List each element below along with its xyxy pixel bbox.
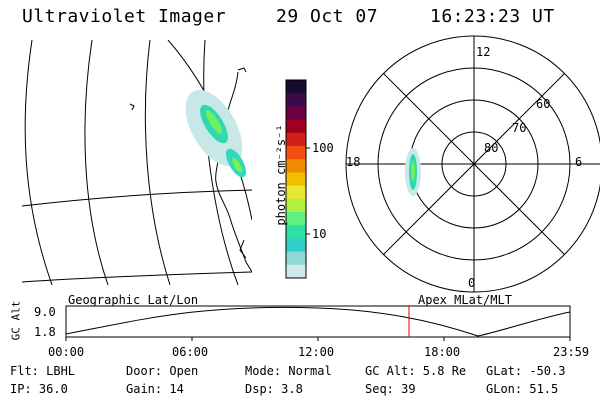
colorbar-segment: [286, 159, 306, 173]
gc-alt-status: GC Alt: 5.8 Re: [365, 364, 467, 378]
gain-status: Gain: 14: [126, 382, 184, 396]
colorbar-segment: [286, 106, 306, 121]
mlt-label-18: 18: [346, 155, 361, 169]
instrument-title: Ultraviolet Imager: [22, 6, 227, 27]
mlt-label-12: 12: [476, 45, 491, 59]
colorbar-segment: [286, 80, 306, 94]
colorbar-segment: [286, 251, 306, 266]
filter-status: Flt: LBHL: [10, 364, 76, 378]
colorbar-segment: [286, 172, 306, 187]
colorbar-segment: [286, 119, 306, 134]
glat-status: GLat: -50.3: [486, 364, 566, 378]
colorbar: [286, 80, 306, 279]
time-tick-2: 12:00: [298, 345, 335, 359]
lat-label-70: 70: [512, 121, 527, 135]
colorbar-segment: [286, 198, 306, 213]
seq-status: Seq: 39: [365, 382, 416, 396]
time-label: 16:23:23 UT: [430, 6, 555, 27]
colorbar-segment: [286, 225, 306, 239]
time-tick-4: 23:59: [553, 345, 590, 359]
apex-caption: Apex MLat/MLT: [418, 293, 512, 307]
colorbar-segment: [286, 93, 306, 107]
colorbar-tick-10: 10: [312, 227, 327, 241]
glon-status: GLon: 51.5: [486, 382, 559, 396]
lat-label-80: 80: [484, 141, 499, 155]
time-tick-3: 18:00: [424, 345, 461, 359]
lat-label-60: 60: [536, 97, 551, 111]
altitude-plot: [65, 305, 571, 341]
aurora-polar: [405, 148, 421, 196]
colorbar-segment: [286, 238, 306, 253]
mode-status: Mode: Normal: [245, 364, 332, 378]
mlt-label-0: 0: [468, 276, 476, 290]
geographic-map: [22, 40, 252, 285]
altitude-ylabel: GC Alt: [9, 300, 23, 341]
colorbar-segment: [286, 264, 306, 279]
mlt-label-6: 6: [575, 155, 583, 169]
colorbar-segment: [286, 212, 306, 226]
altitude-tick-high: 9.0: [34, 305, 56, 319]
colorbar-segment: [286, 146, 306, 160]
date-label: 29 Oct 07: [276, 6, 379, 27]
geographic-caption: Geographic Lat/Lon: [68, 293, 199, 307]
time-tick-0: 00:00: [48, 345, 85, 359]
door-status: Door: Open: [126, 364, 199, 378]
dsp-status: Dsp: 3.8: [245, 382, 303, 396]
time-tick-1: 06:00: [172, 345, 209, 359]
colorbar-unit-label: photon cm⁻²s⁻¹: [274, 124, 288, 226]
altitude-tick-low: 1.8: [34, 325, 56, 339]
aurora-geo: [185, 90, 247, 178]
colorbar-segment: [286, 132, 306, 147]
ip-status: IP: 36.0: [10, 382, 68, 396]
colorbar-tick-100: 100: [312, 141, 334, 155]
colorbar-segment: [286, 185, 306, 200]
polar-grid: [345, 35, 600, 293]
